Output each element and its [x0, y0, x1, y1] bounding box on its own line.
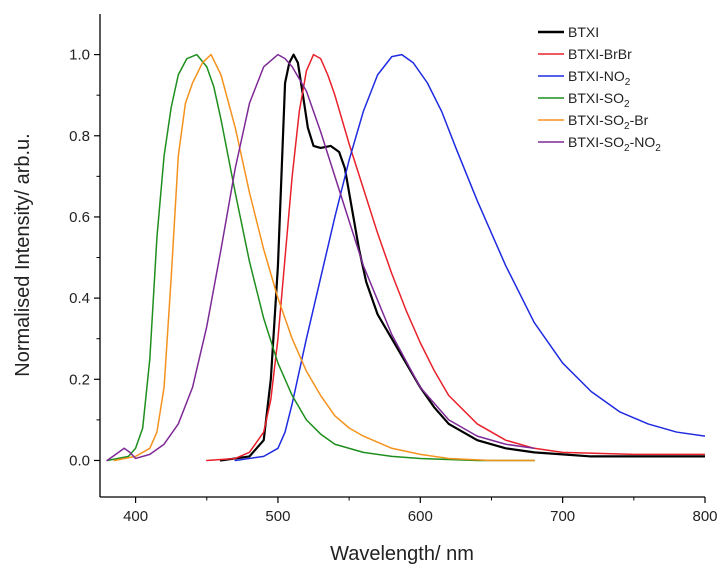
- x-tick-label: 600: [408, 508, 433, 525]
- y-tick-label: 1.0: [69, 47, 90, 64]
- y-axis-title: Normalised Intensity/ arb.u.: [12, 133, 34, 376]
- y-tick-label: 0.0: [69, 452, 90, 469]
- x-tick-label: 500: [265, 508, 290, 525]
- legend-label-0: BTXI: [568, 24, 599, 40]
- axes-layer: [99, 14, 705, 498]
- y-tick-label: 0.2: [69, 371, 90, 388]
- y-tick-label: 0.8: [69, 128, 90, 145]
- legend-label-5: BTXI-SO2-NO2: [568, 134, 661, 154]
- x-tick-label: 700: [550, 508, 575, 525]
- legend-label-3: BTXI-SO2: [568, 90, 630, 110]
- series-layer: [106, 53, 705, 462]
- legend-label-4: BTXI-SO2-Br: [568, 112, 649, 132]
- series-line-0: [219, 53, 705, 462]
- x-tick-label: 400: [123, 508, 148, 525]
- series-line-1: [206, 53, 705, 462]
- series-line-4: [113, 53, 535, 462]
- series-line-3: [106, 53, 535, 462]
- legend-label-2: BTXI-NO2: [568, 68, 631, 88]
- legend: BTXI BTXI-BrBr BTXI-NO2BTXI-SO2BTXI-SO2-Br…: [538, 24, 661, 154]
- x-axis-title: Wavelength/ nm: [330, 543, 474, 565]
- legend-label-1: BTXI-BrBr: [568, 46, 632, 62]
- y-tick-label: 0.6: [69, 209, 90, 226]
- y-tick-label: 0.4: [69, 290, 90, 307]
- x-tick-label: 800: [692, 508, 717, 525]
- series-line-5: [106, 53, 535, 462]
- series-line-2: [234, 53, 705, 462]
- ticks-layer: 400 500 600 700 800 0.0 0.2 0.4 0.6 0.8 1.0: [69, 47, 717, 525]
